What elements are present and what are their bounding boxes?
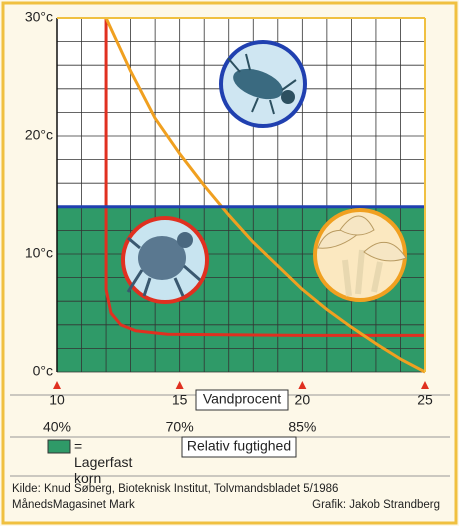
- x-tick-label: 20: [295, 392, 311, 408]
- x-tick-label: 15: [172, 392, 188, 408]
- humidity-label: Relativ fugtighed: [187, 438, 291, 454]
- mushroom-icon: [313, 208, 407, 302]
- x-tick-mark: [53, 381, 61, 389]
- credit: Grafik: Jakob Strandberg: [312, 499, 440, 511]
- humidity-label-box: [181, 436, 297, 458]
- curve: [104, 18, 425, 337]
- beetle-icon: [219, 40, 307, 128]
- legend-label: = Lagerfast korn: [74, 438, 133, 486]
- y-tick-label: 10°c: [25, 245, 53, 261]
- curve: [104, 17, 426, 374]
- source: Kilde: Knud Søberg, Bioteknisk Institut,…: [12, 483, 338, 495]
- y-tick-label: 0°c: [33, 363, 53, 379]
- x-tick-label: 10: [49, 392, 65, 408]
- x-axis-label: Vandprocent: [203, 391, 281, 407]
- x-tick-mark: [175, 381, 184, 389]
- legend-swatch: [47, 439, 71, 454]
- y-tick-label: 20°c: [25, 127, 53, 143]
- x-tick-mark: [421, 381, 429, 389]
- humidity-tick-label: 70%: [166, 419, 194, 435]
- mite-icon: [121, 216, 209, 304]
- y-tick-label: 30°c: [25, 9, 53, 25]
- x-tick-label: 25: [417, 392, 433, 408]
- source: MånedsMagasinet Mark: [12, 499, 135, 511]
- x-tick-mark: [298, 381, 307, 389]
- humidity-tick-label: 85%: [288, 419, 316, 435]
- xlabel-box: [195, 389, 289, 411]
- humidity-tick-label: 40%: [43, 419, 71, 435]
